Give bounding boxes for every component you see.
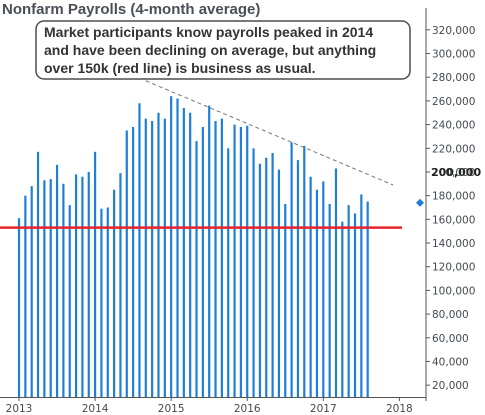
payroll-bar <box>24 195 27 397</box>
payroll-bar <box>334 168 338 397</box>
label-group: 20,000 40,000 60,000 80,000 100,000 120,000 14… <box>6 25 482 415</box>
payroll-bar <box>151 121 154 398</box>
payroll-bar <box>309 176 312 397</box>
payroll-bar <box>55 164 59 397</box>
payroll-bar <box>100 208 103 397</box>
y-axis-tick-label: 60,000 <box>432 333 469 345</box>
payroll-bar <box>258 163 262 397</box>
payroll-bar <box>353 213 357 397</box>
annotation-box <box>35 20 411 80</box>
payroll-bar <box>296 160 300 397</box>
payroll-bar <box>347 205 350 397</box>
payroll-bar <box>233 124 236 397</box>
last-value-label: 200,000 <box>431 166 481 179</box>
payroll-bar <box>176 98 179 397</box>
payroll-bar <box>182 108 185 397</box>
y-axis-tick-label: 20,000 <box>432 380 469 392</box>
x-axis-tick-label: 2018 <box>386 403 413 415</box>
payroll-bar <box>284 203 287 397</box>
payroll-bar <box>30 186 33 397</box>
payroll-bar <box>341 221 344 397</box>
x-axis-tick-label: 2014 <box>82 403 109 415</box>
payroll-bar <box>303 145 306 397</box>
payroll-bar <box>113 189 116 397</box>
payroll-bar <box>189 112 192 397</box>
payroll-bar <box>87 171 90 397</box>
payroll-bar <box>214 121 217 398</box>
x-axis-tick-label: 2016 <box>234 403 261 415</box>
payroll-bar <box>170 96 173 397</box>
payroll-bar <box>227 148 230 397</box>
payroll-bar <box>138 103 141 398</box>
annotation-line: over 150k (red line) is business as usua… <box>44 60 316 76</box>
payroll-bar <box>290 142 293 397</box>
payroll-bar <box>220 118 223 397</box>
payroll-bar <box>36 151 40 397</box>
payroll-bar <box>125 130 128 397</box>
payroll-bar <box>93 151 97 397</box>
trend-line <box>145 80 394 186</box>
payroll-bar <box>106 207 109 397</box>
annotation-group: Market participants know payrolls peaked… <box>35 20 411 80</box>
y-axis-tick-label: 240,000 <box>432 120 475 132</box>
y-axis-tick-label: 280,000 <box>432 72 475 84</box>
x-axis-tick-label: 2015 <box>158 403 185 415</box>
overlay-group <box>0 80 424 229</box>
y-axis-tick-label: 140,000 <box>432 238 475 250</box>
payroll-bar <box>201 126 204 398</box>
y-axis-tick-label: 320,000 <box>432 25 475 37</box>
y-axis-tick-label: 120,000 <box>432 262 475 274</box>
payroll-bar <box>265 157 268 397</box>
payroll-bar <box>252 148 255 397</box>
payroll-bar <box>277 169 281 397</box>
bar-group <box>17 96 369 398</box>
payroll-bar <box>195 141 198 397</box>
payroll-bar <box>271 153 274 397</box>
y-axis-tick-label: 260,000 <box>432 96 475 108</box>
payroll-bar <box>360 194 363 397</box>
payroll-bar <box>322 181 325 397</box>
payroll-bar <box>132 126 135 398</box>
y-axis-tick-label: 220,000 <box>432 143 475 155</box>
axis-group <box>0 8 430 401</box>
y-axis-tick-label: 300,000 <box>432 49 475 61</box>
payroll-bar <box>144 118 147 397</box>
payroll-bar <box>74 174 78 397</box>
payroll-bar <box>81 176 84 397</box>
annotation-line: Market participants know payrolls peaked… <box>44 24 373 40</box>
x-axis-tick-label: 2017 <box>310 403 337 415</box>
payroll-bar <box>49 179 52 397</box>
payroll-bar <box>157 112 160 397</box>
y-axis-tick-label: 160,000 <box>432 214 475 226</box>
y-axis-tick-label: 180,000 <box>432 191 475 203</box>
payroll-bar <box>208 105 211 398</box>
y-axis-tick-label: 80,000 <box>432 309 469 321</box>
chart-title: Nonfarm Payrolls (4-month average) <box>2 1 260 18</box>
payroll-bar <box>119 173 122 397</box>
x-axis-tick-label: 2013 <box>6 403 33 415</box>
payroll-bar <box>315 189 319 397</box>
y-axis-tick-label: 100,000 <box>432 285 475 297</box>
payroll-bar <box>68 205 71 397</box>
payroll-bar <box>62 183 65 397</box>
payroll-bar <box>163 118 166 397</box>
payroll-bar <box>328 203 331 397</box>
payroll-bar <box>246 125 249 397</box>
y-axis-tick-label: 40,000 <box>432 356 469 368</box>
last-value-marker <box>416 198 424 207</box>
payroll-bar <box>17 218 21 397</box>
payroll-bar <box>366 201 369 397</box>
payroll-bar <box>43 180 46 397</box>
y-axis-tick-label: 200,000 <box>432 167 475 179</box>
annotation-line: and have been declining on average, but … <box>44 42 376 58</box>
payroll-bar <box>239 126 242 398</box>
